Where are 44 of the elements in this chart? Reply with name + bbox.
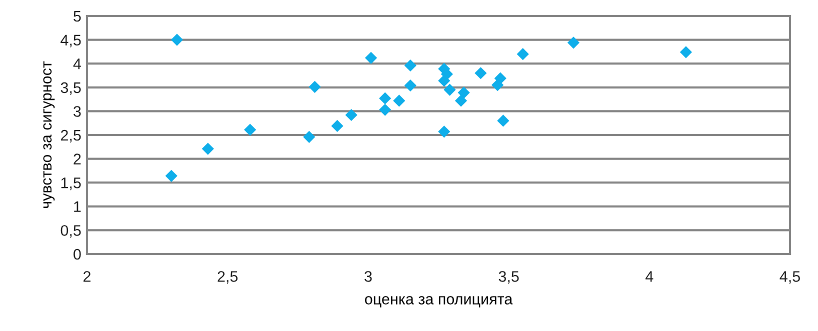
- x-axis-title: оценка за полицията: [365, 296, 513, 308]
- y-axis-title: чувство за сигурност: [43, 61, 55, 208]
- y-tick-label: 2,5: [60, 130, 81, 142]
- point: [497, 114, 510, 127]
- point: [379, 104, 392, 116]
- point: [444, 84, 456, 96]
- point: [458, 86, 470, 99]
- point: [303, 130, 316, 143]
- point: [438, 126, 450, 138]
- point: [244, 124, 256, 136]
- point: [454, 94, 468, 107]
- point: [474, 67, 487, 80]
- point: [438, 74, 450, 87]
- x-tick-label: 3,5: [498, 271, 519, 284]
- point: [202, 142, 214, 155]
- point: [308, 80, 321, 93]
- y-tick-label: 4: [73, 58, 81, 70]
- y-tick-label: 1: [74, 201, 81, 212]
- point: [491, 78, 504, 92]
- point: [165, 170, 178, 182]
- y-tick-label: 0,5: [60, 225, 81, 238]
- y-tick-label: 1,5: [61, 178, 81, 190]
- point: [379, 92, 392, 104]
- x-tick-label: 3: [364, 271, 372, 282]
- point: [170, 34, 184, 46]
- point: [404, 79, 416, 92]
- y-tick-label: 4,5: [60, 34, 81, 48]
- x-tick-label: 2: [84, 271, 90, 282]
- point: [404, 59, 416, 72]
- x-tick-label: 2,5: [218, 271, 238, 284]
- y-tick-label: 3: [74, 106, 81, 117]
- x-tick-label: 4: [646, 271, 654, 282]
- point: [680, 46, 692, 58]
- point: [345, 108, 358, 122]
- point: [331, 120, 344, 132]
- y-tick-label: 5: [74, 11, 81, 22]
- y-tick-label: 2: [74, 154, 81, 164]
- point: [516, 48, 529, 60]
- y-tick-label: 3,5: [60, 82, 81, 95]
- x-tick-label: 4,5: [780, 271, 800, 284]
- point: [393, 94, 406, 107]
- point: [567, 36, 580, 49]
- y-tick-label: 0: [74, 248, 81, 260]
- point: [364, 52, 378, 64]
